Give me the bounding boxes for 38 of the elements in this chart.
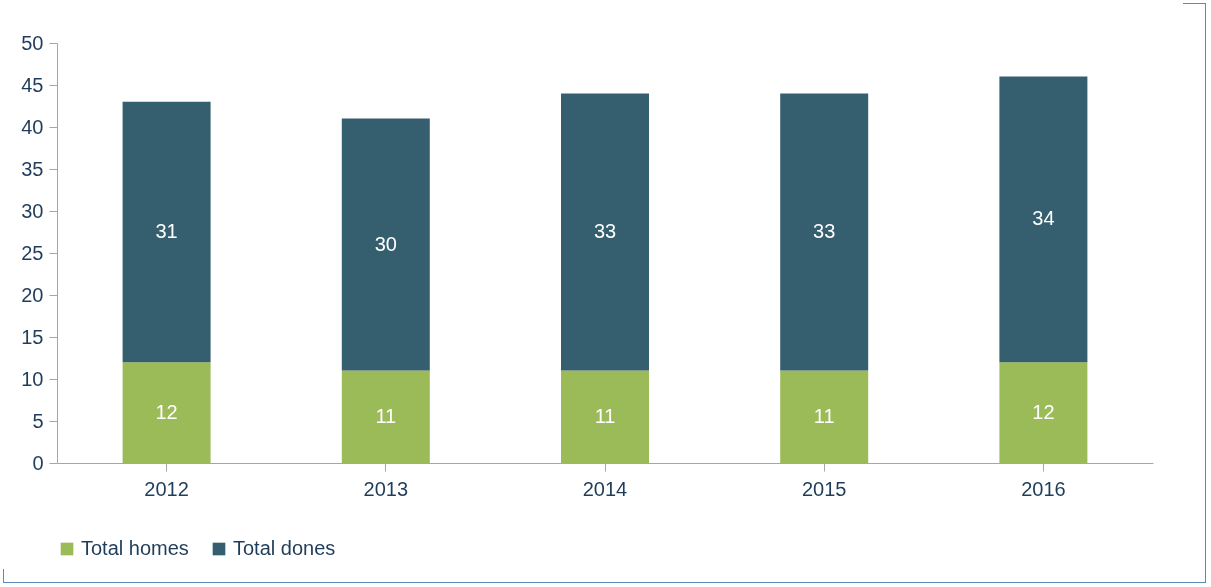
y-tick-label: 50 [21, 31, 44, 54]
data-label: 12 [1032, 400, 1055, 423]
y-tick-label: 35 [21, 157, 44, 180]
data-label: 11 [813, 404, 835, 427]
bar [341, 370, 430, 463]
y-tick-label: 30 [21, 199, 44, 222]
bar [780, 93, 869, 371]
x-tick-label: 2016 [1021, 477, 1066, 500]
bar [561, 370, 649, 463]
data-label: 31 [155, 220, 178, 242]
y-tick-label: 20 [21, 283, 44, 306]
y-tick-label: 40 [21, 115, 44, 138]
bar [780, 370, 869, 463]
y-tick-label: 45 [21, 73, 44, 96]
legend-label: Total dones [233, 537, 336, 559]
data-label: 12 [155, 400, 178, 423]
bar [341, 118, 430, 371]
bar [122, 362, 211, 463]
data-label: 33 [593, 220, 617, 242]
bar [999, 76, 1088, 363]
data-label: 11 [375, 404, 397, 427]
y-tick-label: 15 [21, 325, 44, 348]
data-label: 11 [594, 404, 616, 427]
x-tick-label: 2012 [144, 477, 189, 500]
x-tick-label: 2015 [801, 477, 847, 500]
y-tick-label: 25 [21, 241, 44, 264]
data-label: 33 [813, 220, 836, 242]
x-tick-label: 2013 [363, 477, 409, 500]
bar [122, 101, 211, 363]
y-tick-label: 0 [32, 451, 44, 474]
y-tick-label: 10 [21, 367, 44, 390]
data-label: 30 [374, 232, 397, 255]
x-tick-label: 2014 [582, 477, 628, 500]
legend-label: Total homes [81, 537, 189, 559]
data-label: 34 [1032, 207, 1055, 230]
bar [561, 93, 649, 371]
bar [999, 362, 1088, 463]
y-tick-label: 5 [32, 409, 44, 432]
